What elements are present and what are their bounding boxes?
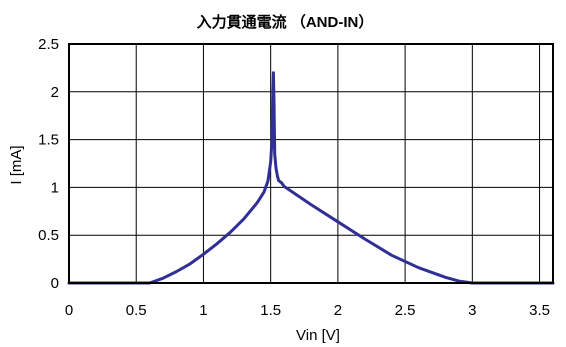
chart-title: 入力貫通電流 （AND-IN）	[197, 13, 374, 31]
y-tick-label: 2.5	[38, 36, 59, 53]
series-line	[67, 71, 555, 285]
x-axis-label: Vin [V]	[296, 327, 340, 344]
x-tick-label: 3.5	[529, 302, 550, 319]
x-tick-label: 0	[65, 302, 73, 319]
x-tick-label: 2.5	[395, 302, 416, 319]
x-tick-label: 1.5	[260, 302, 281, 319]
y-tick-labels: 0 0.5 1 1.5 2 2.5	[38, 36, 59, 292]
grid-lines	[69, 44, 553, 283]
series-layer	[67, 71, 555, 285]
x-tick-label: 0.5	[126, 302, 147, 319]
y-tick-label: 2	[51, 84, 59, 101]
x-tick-label: 2	[334, 302, 342, 319]
y-tick-label: 0	[51, 275, 59, 292]
x-tick-label: 3	[468, 302, 476, 319]
x-tick-labels: 0 0.5 1 1.5 2 2.5 3 3.5	[65, 302, 550, 319]
y-axis-label: I [mA]	[8, 145, 25, 184]
y-tick-label: 1	[51, 179, 59, 196]
plot-frame	[68, 43, 554, 284]
x-tick-label: 1	[199, 302, 207, 319]
y-tick-label: 1.5	[38, 132, 59, 149]
y-tick-label: 0.5	[38, 227, 59, 244]
